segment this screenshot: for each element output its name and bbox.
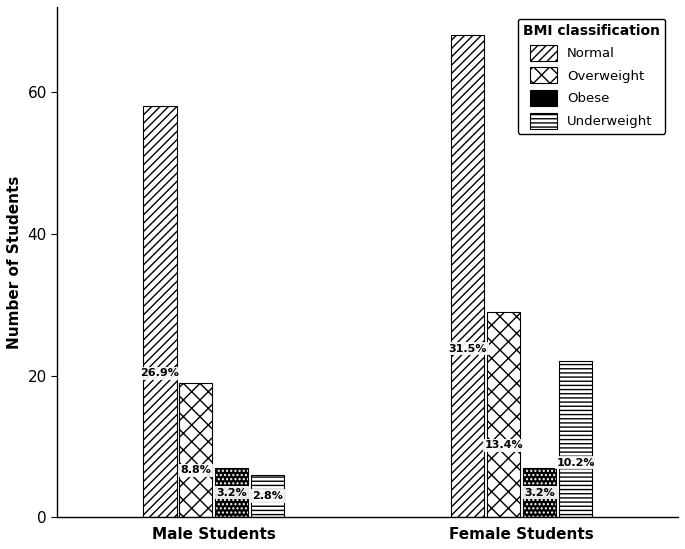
- Bar: [487, 312, 521, 517]
- Bar: [559, 361, 592, 517]
- Text: 31.5%: 31.5%: [449, 344, 487, 354]
- Bar: [143, 106, 177, 517]
- Text: 8.8%: 8.8%: [180, 465, 211, 475]
- Bar: [215, 468, 249, 517]
- Y-axis label: Number of Students: Number of Students: [7, 176, 22, 349]
- Bar: [251, 475, 284, 517]
- Text: 3.2%: 3.2%: [524, 488, 555, 497]
- Legend: Normal, Overweight, Obese, Underweight: Normal, Overweight, Obese, Underweight: [518, 19, 665, 134]
- Text: 26.9%: 26.9%: [140, 368, 179, 378]
- Bar: [179, 383, 212, 517]
- Bar: [215, 468, 249, 517]
- Text: 13.4%: 13.4%: [484, 440, 523, 450]
- Text: 3.2%: 3.2%: [216, 488, 247, 497]
- Text: 10.2%: 10.2%: [556, 458, 595, 468]
- Bar: [523, 468, 556, 517]
- Bar: [451, 35, 484, 517]
- Text: 2.8%: 2.8%: [252, 491, 283, 501]
- Bar: [523, 468, 556, 517]
